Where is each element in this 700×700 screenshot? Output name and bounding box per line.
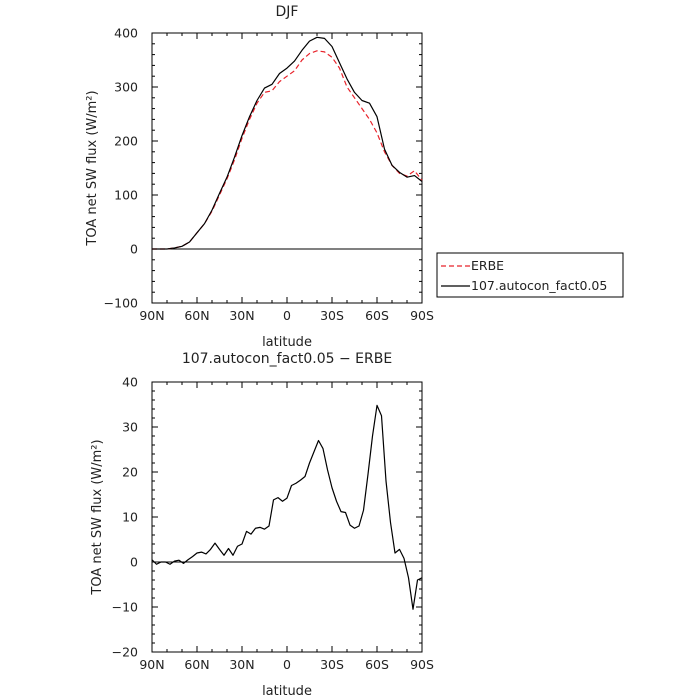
bottom-x-tick-label: 90N xyxy=(139,657,164,672)
bottom-y-tick-labels: −20 −10 0 10 20 30 40 xyxy=(112,375,138,660)
top-y-tick-label: −100 xyxy=(104,296,138,311)
top-x-tick-label: 30S xyxy=(320,308,344,323)
top-series-line-0 xyxy=(152,50,423,250)
top-panel-title: DJF xyxy=(276,4,299,20)
bottom-y-tick-label: 20 xyxy=(122,465,138,480)
legend: ERBE 107.autocon_fact0.05 xyxy=(436,252,624,298)
bottom-series xyxy=(151,404,423,610)
bottom-x-tick-label: 0 xyxy=(283,657,291,672)
top-series xyxy=(152,36,423,250)
bottom-x-tick-label: 60S xyxy=(365,657,389,672)
top-x-tick-label: 60S xyxy=(365,308,389,323)
top-y-tick-label: 400 xyxy=(114,26,138,41)
legend-label-model: 107.autocon_fact0.05 xyxy=(471,278,607,293)
bottom-ticks xyxy=(151,381,423,653)
top-x-tick-label: 60N xyxy=(184,308,209,323)
legend-label-erbe: ERBE xyxy=(471,258,504,273)
top-x-tick-label: 30N xyxy=(229,308,254,323)
bottom-y-tick-label: −10 xyxy=(112,600,138,615)
bottom-x-tick-labels: 90N 60N 30N 0 30S 60S 90S xyxy=(139,657,434,672)
top-ticks xyxy=(151,32,423,304)
bottom-y-tick-label: 40 xyxy=(122,375,138,390)
bottom-panel: 107.autocon_fact0.05 − ERBE 90N 60N 30N 0 30… xyxy=(90,351,434,699)
top-series-line-1 xyxy=(152,36,423,250)
top-y-tick-label: 0 xyxy=(130,242,138,257)
top-plot-area xyxy=(151,32,423,304)
bottom-y-tick-label: 10 xyxy=(122,510,138,525)
bottom-x-tick-label: 90S xyxy=(410,657,434,672)
top-x-axis-label: latitude xyxy=(262,335,312,350)
top-y-tick-labels: −100 0 100 200 300 400 xyxy=(104,26,138,311)
top-y-tick-label: 300 xyxy=(114,80,138,95)
top-y-axis-label: TOA net SW flux (W/m²) xyxy=(85,90,100,246)
bottom-y-tick-label: 30 xyxy=(122,420,138,435)
top-x-tick-label: 90N xyxy=(139,308,164,323)
bottom-x-tick-label: 60N xyxy=(184,657,209,672)
bottom-series-line-0 xyxy=(151,404,423,610)
top-y-tick-label: 100 xyxy=(114,188,138,203)
bottom-x-tick-label: 30S xyxy=(320,657,344,672)
bottom-x-tick-label: 30N xyxy=(229,657,254,672)
top-y-tick-label: 200 xyxy=(114,134,138,149)
bottom-y-tick-label: −20 xyxy=(112,645,138,660)
top-panel: DJF 90N 60N 30N 0 30S 60S 90S −100 0 100 200 300 40… xyxy=(85,4,434,350)
bottom-y-tick-label: 0 xyxy=(130,555,138,570)
top-x-tick-labels: 90N 60N 30N 0 30S 60S 90S xyxy=(139,308,434,323)
top-x-tick-label: 90S xyxy=(410,308,434,323)
bottom-panel-title: 107.autocon_fact0.05 − ERBE xyxy=(182,351,392,367)
legend-box xyxy=(436,252,624,298)
bottom-x-axis-label: latitude xyxy=(262,684,312,699)
bottom-y-axis-label: TOA net SW flux (W/m²) xyxy=(90,439,105,595)
top-x-tick-label: 0 xyxy=(283,308,291,323)
